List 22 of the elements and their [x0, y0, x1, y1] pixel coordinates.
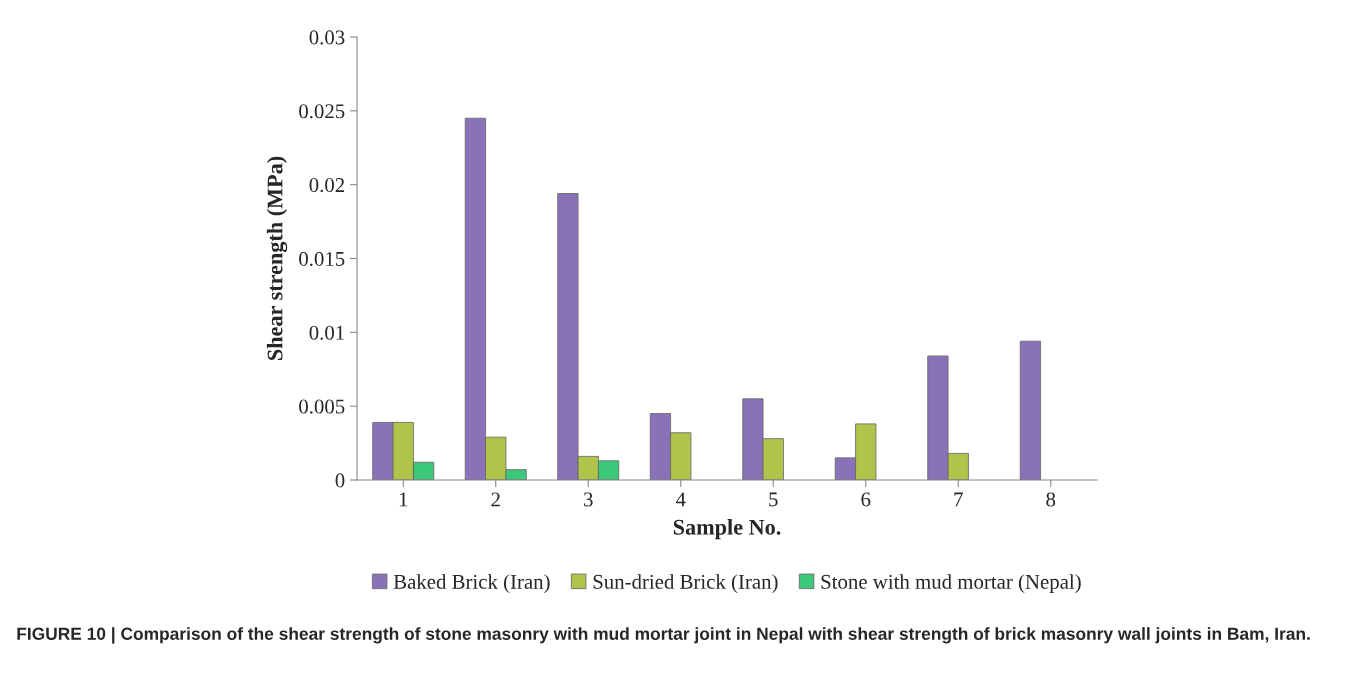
x-tick-label: 6: [861, 492, 871, 507]
x-tick-label: 3: [584, 492, 593, 507]
caption: FIGURE 10 | Comparison of the shear strength of stone masonry with mud mortar joint in Nepal with shear strength of brick masonry wall joints in Bam, Iran.: [17, 627, 1310, 644]
x-axis-title: Sample No.: [673, 519, 781, 540]
y-axis-title: Shear strength (MPa): [266, 156, 288, 360]
x-tick-label: 4: [675, 492, 686, 507]
x-tick-label: 1: [399, 492, 408, 507]
x-tick-label: 7: [954, 492, 963, 507]
y-tick-label: 0.03: [309, 30, 345, 45]
x-tick-label: 8: [1046, 492, 1056, 507]
legend-label: Baked Brick (Iran): [393, 574, 550, 594]
legend-label: Stone with mud mortar (Nepal): [821, 574, 1081, 594]
y-tick-label: 0.025: [299, 104, 345, 119]
x-tick-label: 5: [769, 492, 778, 507]
y-tick-label: 0: [335, 473, 345, 488]
bar: [1019, 340, 1041, 480]
x-tick-label: 2: [491, 492, 500, 507]
y-tick-label: 0.01: [309, 325, 344, 340]
y-tick-label: 0.005: [299, 399, 345, 414]
legend-label: Sun-dried Brick (Iran): [593, 574, 778, 594]
y-tick-label: 0.02: [309, 178, 345, 193]
y-tick-label: 0.015: [299, 251, 345, 267]
